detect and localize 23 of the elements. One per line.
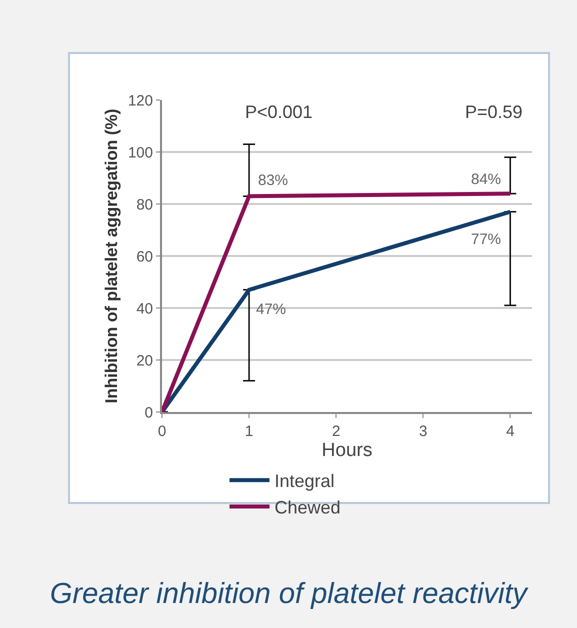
- y-tick-label: 0: [144, 404, 153, 422]
- data-label: 83%: [258, 172, 288, 189]
- legend-label: Integral: [274, 471, 335, 492]
- y-axis-title: Inhibition of platelet aggregation (%): [102, 108, 122, 404]
- x-tick-label: 1: [244, 423, 254, 440]
- y-tick-label: 20: [136, 352, 153, 370]
- y-tick-label: 60: [136, 248, 153, 266]
- x-axis-title: Hours: [322, 440, 372, 461]
- x-tick-label: 0: [158, 423, 166, 440]
- x-tick-label: 2: [332, 423, 340, 440]
- text: Greater inhibition of platelet reactivity: [50, 578, 529, 610]
- x-tick-label: 4: [506, 423, 514, 440]
- data-label: 47%: [256, 301, 286, 318]
- annotation: P=0.59: [465, 102, 523, 122]
- annotation: P<0.001: [245, 102, 313, 122]
- x-tick-label: 3: [419, 423, 428, 440]
- y-tick-label: 120: [128, 92, 153, 110]
- data-label: 84%: [471, 171, 502, 188]
- legend-label: Chewed: [274, 498, 341, 518]
- y-tick-label: 40: [136, 300, 153, 318]
- y-tick-label: 100: [128, 144, 153, 162]
- data-label: 77%: [471, 231, 502, 248]
- y-tick-label: 80: [136, 196, 153, 214]
